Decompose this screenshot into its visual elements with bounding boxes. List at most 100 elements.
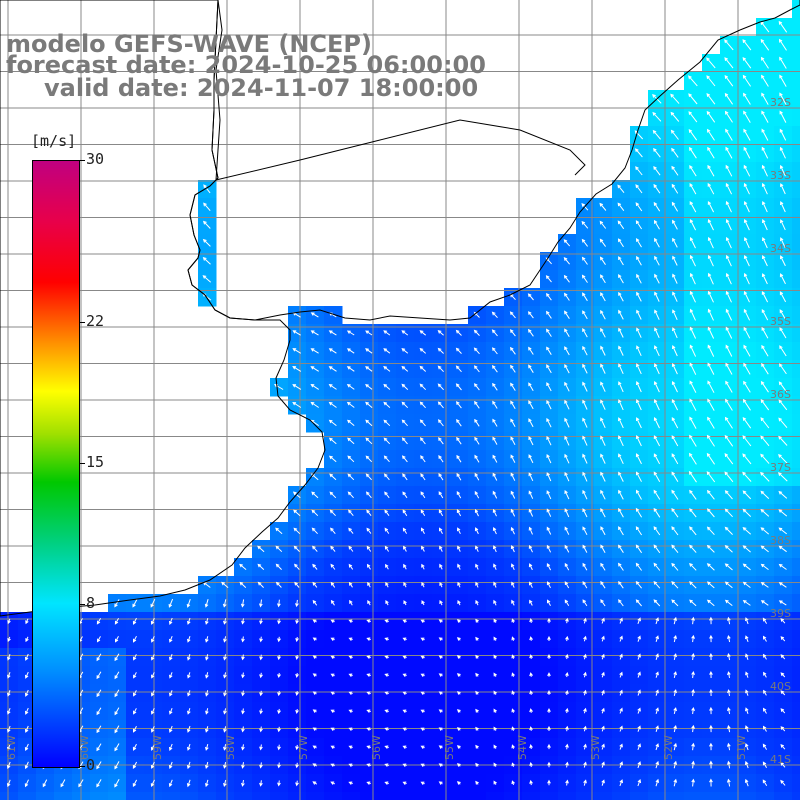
wind-arrow [187,708,191,715]
wind-arrow [564,310,570,319]
wind-arrow [760,453,770,464]
wind-arrow [348,655,353,660]
wind-arrow [114,653,120,662]
wind-arrow [456,619,461,623]
wind-arrow [456,727,461,731]
wind-arrow [673,671,677,679]
wind-arrow [493,744,497,749]
wind-arrow [259,726,263,733]
wind-arrow [456,509,462,517]
wind-arrow [205,761,209,770]
wind-arrow [706,75,716,87]
wind-arrow [7,672,11,679]
speed-cell [792,342,800,361]
wind-arrow [762,779,768,787]
wind-arrow [510,508,516,517]
wind-arrow [383,348,391,354]
lat-label: 41S [770,753,791,766]
wind-arrow [473,347,480,355]
wind-arrow [725,128,733,141]
wind-arrow [742,490,752,500]
wind-arrow [724,416,733,429]
wind-arrow [492,526,497,535]
wind-arrow [564,381,570,392]
wind-arrow [510,382,516,391]
wind-arrow [310,384,319,390]
wind-arrow [312,745,317,749]
wind-arrow [384,527,390,534]
wind-arrow [581,274,588,283]
wind-arrow [169,690,173,697]
colorbar-unit: [m/s] [31,132,77,150]
wind-arrow [223,761,227,769]
speed-cell [54,792,73,800]
wind-arrow [420,473,426,481]
forecast-date: forecast date: 2024-10-25 06:00:00 [6,51,486,79]
wind-arrow [725,254,732,267]
wind-arrow [724,563,733,571]
wind-arrow [745,635,749,642]
speed-cell [234,792,253,800]
wind-arrow [564,526,570,535]
wind-arrow [742,527,752,535]
wind-arrow [348,673,353,678]
speed-cell [792,594,800,613]
wind-arrow [546,508,552,517]
wind-arrow [456,418,462,427]
wind-arrow [366,563,371,570]
speed-cell [792,270,800,289]
wind-arrow [186,761,191,770]
wind-arrow [547,708,551,713]
wind-arrow [293,509,301,517]
wind-arrow [277,618,281,625]
wind-arrow [582,345,588,356]
wind-arrow [547,654,551,659]
wind-arrow [780,618,786,624]
wind-arrow [689,290,696,303]
wind-arrow [761,74,769,87]
wind-arrow [383,437,391,445]
wind-arrow [600,599,606,607]
speed-cell [792,738,800,757]
wind-arrow [707,164,715,177]
wind-arrow [780,255,786,267]
wind-arrow [241,690,245,697]
colorbar-tick [79,321,85,323]
wind-arrow [223,726,227,733]
wind-arrow [277,672,281,679]
wind-arrow [114,761,120,770]
wind-arrow [635,581,642,589]
wind-arrow [618,435,624,447]
wind-arrow [547,599,551,606]
wind-arrow [511,762,515,767]
wind-arrow [401,348,409,354]
wind-arrow [780,672,786,678]
wind-arrow [779,291,787,303]
speed-cell [324,792,343,800]
wind-arrow [619,725,623,732]
wind-arrow [347,455,355,463]
wind-arrow [706,581,715,589]
speed-cell [792,198,800,217]
wind-arrow [582,363,588,374]
wind-arrow [709,778,713,787]
wind-arrow [600,562,606,571]
wind-arrow [547,672,551,677]
wind-arrow [493,654,497,659]
speed-cell [18,792,37,800]
wind-arrow [724,599,733,606]
wind-arrow [637,725,641,732]
wind-arrow [473,329,480,336]
wind-arrow [635,184,643,194]
wind-arrow [760,545,769,553]
wind-arrow [403,563,407,570]
wind-arrow [329,473,337,481]
wind-arrow [438,619,443,623]
wind-arrow [600,292,606,302]
wind-arrow [724,39,734,51]
wind-arrow [671,435,679,447]
lon-label: 55W [443,735,456,760]
wind-arrow [655,671,659,678]
wind-arrow [709,670,713,679]
wind-arrow [475,762,479,767]
